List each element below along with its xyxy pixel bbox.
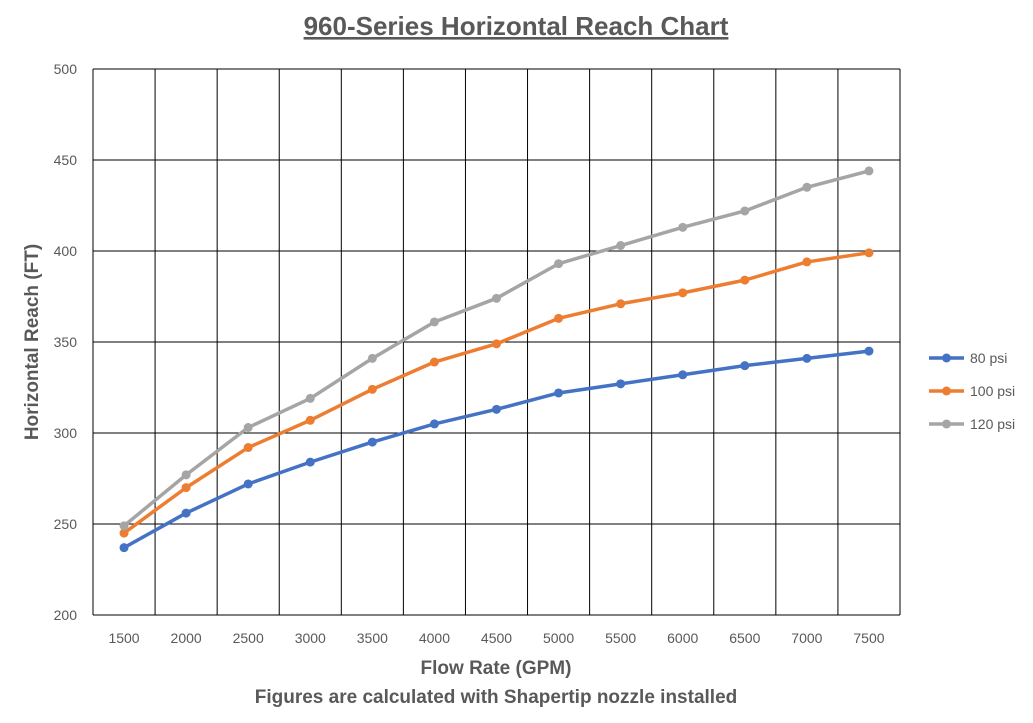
legend-label: 120 psi [970,416,1015,432]
x-tick-label: 5000 [543,630,574,646]
series-line [122,169,871,528]
legend-item: 80 psi [929,350,1007,366]
data-point [367,353,377,363]
data-point [181,470,191,480]
data-point [802,353,812,363]
series-layer [119,166,874,553]
data-point [367,437,377,447]
data-point [802,257,812,267]
x-tick-label: 6500 [729,630,760,646]
data-point [181,508,191,518]
data-point [305,393,315,403]
data-point [367,384,377,394]
data-point [429,317,439,327]
data-point [305,415,315,425]
y-axis-ticks: 200 250 300 350 400 450 500 [54,61,78,623]
y-tick-label: 450 [54,152,78,168]
data-point [429,419,439,429]
legend-item: 120 psi [929,416,1015,432]
data-point [678,370,688,380]
y-tick-label: 350 [54,334,78,350]
x-axis-ticks: 1500 2000 2500 3000 3500 4000 4500 5000 5500 6000… [108,630,884,646]
data-point [616,299,626,309]
legend-item: 100 psi [929,383,1015,399]
data-point [492,293,501,303]
x-tick-label: 3500 [357,630,388,646]
data-point [492,339,501,349]
data-point [554,313,564,323]
y-tick-label: 300 [54,425,78,441]
x-tick-label: 7000 [791,630,822,646]
y-axis-label: Horizontal Reach (FT) [22,244,43,440]
series-100-psi [119,248,874,538]
legend-swatch-marker [942,353,951,363]
data-point [616,379,626,389]
legend-label: 100 psi [970,383,1015,399]
data-point [864,248,874,258]
x-tick-label: 4000 [419,630,450,646]
series-120-psi [119,166,874,531]
data-point [181,483,191,493]
data-point [429,357,439,367]
data-point [554,388,564,398]
x-tick-label: 2500 [233,630,264,646]
data-point [802,182,812,192]
data-point [492,404,501,414]
y-tick-label: 250 [54,516,78,532]
legend-swatch-marker [942,386,951,396]
data-point [243,479,253,489]
data-point [305,457,315,467]
data-point [554,259,564,269]
data-point [243,423,253,433]
data-point [740,275,750,285]
footnote: Figures are calculated with Shapertip no… [255,687,738,708]
data-point [864,346,874,356]
y-tick-label: 400 [54,243,78,259]
data-point [119,543,129,553]
x-tick-label: 6000 [667,630,698,646]
data-point [740,206,750,216]
y-tick-label: 500 [54,61,78,77]
data-point [243,443,253,453]
x-tick-label: 3000 [295,630,326,646]
x-tick-label: 1500 [108,630,139,646]
legend-swatch-marker [942,419,951,429]
series-line [122,349,871,550]
x-tick-label: 4500 [481,630,512,646]
x-tick-label: 7500 [853,630,884,646]
chart-title: 960-Series Horizontal Reach Chart [304,11,729,41]
data-point [864,166,874,176]
data-point [678,288,688,298]
x-tick-label: 5500 [605,630,636,646]
legend-label: 80 psi [970,350,1007,366]
legend: 80 psi 100 psi 120 psi [929,350,1015,432]
data-point [119,528,129,538]
data-point [678,222,688,232]
data-point [119,521,129,531]
series-80-psi [119,346,874,553]
x-axis-label: Flow Rate (GPM) [421,658,572,679]
x-tick-label: 2000 [171,630,202,646]
data-point [740,361,750,371]
y-tick-label: 200 [54,607,78,623]
data-point [616,241,626,251]
